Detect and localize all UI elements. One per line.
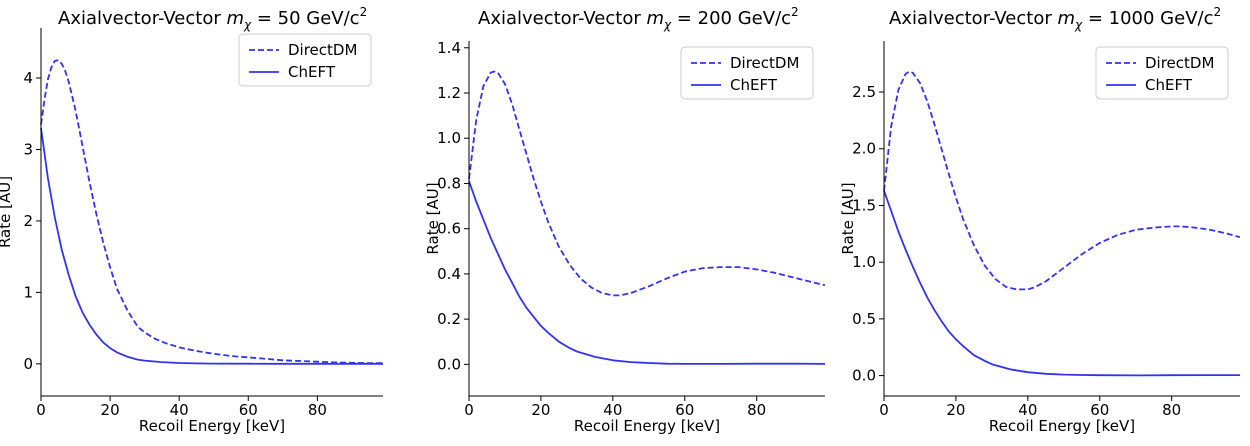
y-tick-label: 4 — [23, 69, 33, 87]
y-axis-label: Rate [AU] — [424, 182, 442, 254]
legend-label-cheft: ChEFT — [730, 76, 778, 94]
chart-title: Axialvector-Vector mχ = 50 GeV/c2 — [58, 5, 367, 32]
series-line-cheft — [40, 127, 383, 365]
y-tick-label: 0.0 — [852, 367, 876, 385]
x-axis-label: Recoil Energy [keV] — [989, 417, 1135, 435]
y-tick-label: 2.5 — [852, 83, 876, 101]
y-tick-label: 1.0 — [852, 253, 876, 271]
legend-box — [680, 46, 814, 100]
x-tick-label: 80 — [1162, 401, 1181, 419]
legend-label-directdm: DirectDM — [730, 54, 799, 72]
chart-panel-3: 0 20 40 60 80 0.0 0.5 1.0 1.5 2.0 2.5 Recoil Energy… — [839, 5, 1241, 435]
x-axis-label: Recoil Energy [keV] — [139, 417, 285, 435]
series-line-cheft — [468, 180, 826, 365]
y-tick-label: 0.4 — [437, 265, 461, 283]
chart-title: Axialvector-Vector mχ = 1000 GeV/c2 — [889, 5, 1221, 32]
x-tick-label: 80 — [308, 401, 327, 419]
x-tick-label: 80 — [747, 401, 766, 419]
chart-title: Axialvector-Vector mχ = 200 GeV/c2 — [478, 5, 799, 32]
legend-box — [238, 33, 372, 87]
series-line-directdm — [883, 70, 1241, 291]
y-tick-label: 1.5 — [852, 196, 876, 214]
y-tick-label: 0.0 — [437, 355, 461, 373]
y-tick-label: 1.0 — [437, 129, 461, 147]
y-tick-label: 0.2 — [437, 310, 461, 328]
y-tick-label: 0.5 — [852, 310, 876, 328]
legend-label-directdm: DirectDM — [288, 41, 357, 59]
x-tick-label: 40 — [170, 401, 189, 419]
x-tick-label: 60 — [1090, 401, 1109, 419]
x-tick-label: 60 — [239, 401, 258, 419]
y-tick-label: 2.0 — [852, 140, 876, 158]
x-tick-label: 0 — [879, 401, 889, 419]
y-tick-label: 0.8 — [437, 174, 461, 192]
series-line-directdm — [468, 70, 826, 297]
x-tick-label: 40 — [1018, 401, 1037, 419]
y-axis-label: Rate [AU] — [839, 182, 857, 254]
x-tick-label: 20 — [946, 401, 965, 419]
y-tick-label: 2 — [23, 212, 33, 230]
y-tick-label: 0.6 — [437, 220, 461, 238]
legend-box — [1095, 46, 1229, 100]
x-tick-label: 0 — [464, 401, 474, 419]
legend-label-cheft: ChEFT — [1145, 76, 1193, 94]
x-tick-label: 0 — [36, 401, 46, 419]
x-tick-label: 60 — [675, 401, 694, 419]
x-tick-label: 40 — [603, 401, 622, 419]
x-tick-label: 20 — [531, 401, 550, 419]
chart-panel-2: 0 20 40 60 80 0.0 0.2 0.4 0.6 0.8 1.0 1.2 1.4 Recoil … — [424, 5, 826, 435]
y-tick-label: 0 — [23, 355, 33, 373]
y-tick-label: 1.2 — [437, 84, 461, 102]
chart-panel-1: 0 20 40 60 80 0 1 2 3 4 Recoil Energy [keV] Rate [A… — [0, 5, 383, 435]
legend-label-cheft: ChEFT — [288, 63, 336, 81]
legend-label-directdm: DirectDM — [1145, 54, 1214, 72]
x-tick-label: 20 — [101, 401, 120, 419]
y-tick-label: 1.4 — [437, 39, 461, 57]
y-tick-label: 3 — [23, 140, 33, 158]
y-tick-label: 1 — [23, 283, 33, 301]
x-axis-label: Recoil Energy [keV] — [574, 417, 720, 435]
series-line-directdm — [40, 59, 383, 364]
series-line-cheft — [883, 190, 1240, 377]
y-axis-label: Rate [AU] — [0, 176, 14, 248]
